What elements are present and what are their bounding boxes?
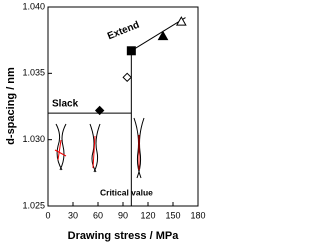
data-point — [122, 72, 132, 83]
x-tick-label: 180 — [190, 210, 205, 220]
fiber-sketches — [54, 117, 145, 179]
y-axis-title: d-spacing / nm — [5, 67, 17, 145]
x-tick-label: 90 — [118, 210, 128, 220]
x-tick-label: 0 — [45, 210, 50, 220]
data-point — [157, 30, 169, 41]
annotation: Slack — [52, 99, 79, 110]
x-axis-title: Drawing stress / MPa — [68, 230, 180, 242]
annotation: Critical value — [100, 187, 153, 197]
x-tick-label: 120 — [140, 210, 155, 220]
x-tick-label: 30 — [68, 210, 78, 220]
annotation: Extend — [106, 20, 141, 43]
reference-line — [131, 17, 186, 52]
data-point — [94, 105, 105, 116]
chart: Drawing stress / MPa d-spacing / nm Slac… — [5, 1, 206, 242]
y-tick-label: 1.040 — [22, 1, 45, 11]
x-tick-label: 150 — [165, 210, 180, 220]
y-tick-label: 1.030 — [22, 134, 45, 144]
data-point — [175, 16, 187, 26]
y-tick-label: 1.025 — [22, 200, 45, 210]
x-tick-label: 60 — [93, 210, 103, 220]
data-point — [126, 46, 136, 56]
y-tick-label: 1.035 — [22, 68, 45, 78]
